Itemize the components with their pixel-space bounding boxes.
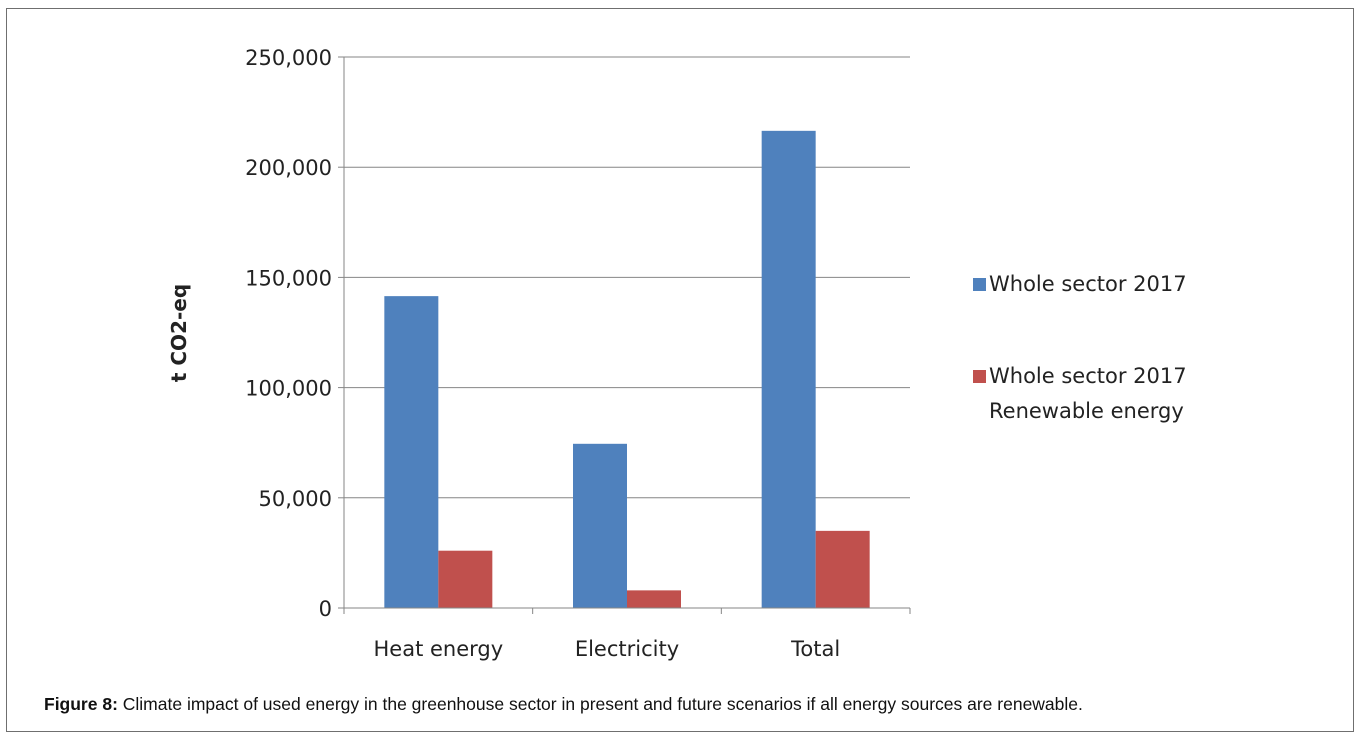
- y-tick-label: 100,000: [245, 377, 332, 401]
- bar: [815, 530, 870, 608]
- caption-label: Figure 8:: [44, 694, 118, 714]
- bar: [761, 130, 816, 609]
- x-category-label: Heat energy: [373, 637, 503, 661]
- figure-caption: Figure 8: Climate impact of used energy …: [44, 694, 1083, 715]
- legend-label: Renewable energy: [989, 399, 1184, 423]
- caption-text: Climate impact of used energy in the gre…: [117, 694, 1083, 714]
- legend-label: Whole sector 2017: [989, 364, 1187, 388]
- y-tick-label: 0: [319, 597, 332, 621]
- bar: [573, 443, 627, 608]
- bars: [384, 130, 870, 609]
- y-tick-label: 200,000: [245, 156, 332, 180]
- legend-label: Whole sector 2017: [989, 272, 1187, 296]
- x-category-labels: Heat energy Electricity Total: [373, 637, 840, 661]
- legend-swatch: [973, 278, 986, 291]
- bar: [438, 550, 493, 608]
- y-tick-label: 250,000: [245, 46, 332, 70]
- legend: Whole sector 2017 Whole sector 2017 Renewa…: [973, 272, 1187, 423]
- bar: [627, 590, 681, 608]
- y-axis-label: t CO2-eq: [167, 284, 191, 382]
- y-tick-label: 50,000: [259, 487, 332, 511]
- bar: [384, 296, 439, 608]
- bar-chart: 0 50,000 100,000 150,000 200,000 250,000 Heat…: [167, 46, 1187, 661]
- y-tick-label: 150,000: [245, 266, 332, 290]
- figure-frame: [6, 8, 1354, 732]
- y-tick-labels: 0 50,000 100,000 150,000 200,000 250,000: [245, 46, 332, 621]
- x-category-label: Total: [790, 637, 840, 661]
- x-category-label: Electricity: [575, 637, 679, 661]
- legend-swatch: [973, 370, 986, 383]
- axes: [343, 57, 911, 614]
